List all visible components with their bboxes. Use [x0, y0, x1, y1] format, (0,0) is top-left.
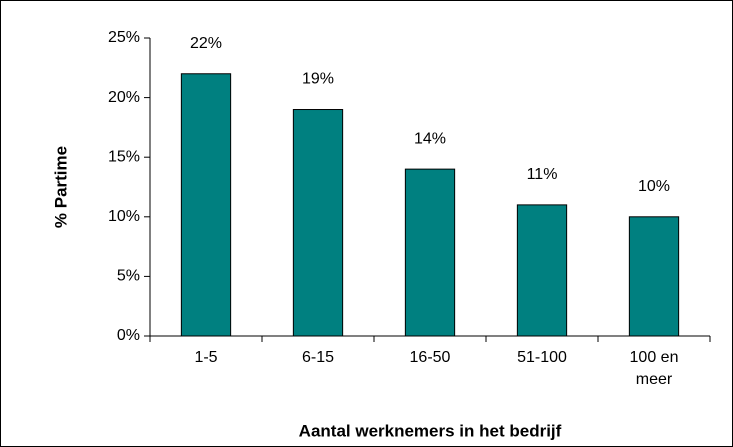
data-label: 22%	[190, 35, 222, 52]
y-tick-label: 5%	[117, 268, 140, 285]
bar	[180, 73, 232, 337]
bar	[404, 168, 456, 337]
y-tick-label: 25%	[108, 29, 140, 46]
y-tick-label: 15%	[108, 148, 140, 165]
y-axis-label: % Partime	[51, 146, 70, 228]
x-tick-label: 100 en meer	[630, 349, 679, 388]
bar	[628, 216, 680, 337]
data-label: 10%	[638, 178, 670, 195]
y-tick-label: 20%	[108, 89, 140, 106]
y-tick-label: 10%	[108, 208, 140, 225]
data-label: 19%	[302, 71, 334, 88]
x-tick-label: 6-15	[302, 349, 334, 366]
data-label: 14%	[414, 130, 446, 147]
bar	[292, 109, 344, 337]
x-axis-label: Aantal werknemers in het bedrijf	[299, 421, 562, 440]
x-tick-label: 1-5	[194, 349, 217, 366]
x-tick-label: 51-100	[517, 349, 567, 366]
y-tick-label: 0%	[117, 327, 140, 344]
x-tick-label: 16-50	[410, 349, 451, 366]
bar	[516, 204, 568, 337]
data-label: 11%	[527, 166, 558, 183]
